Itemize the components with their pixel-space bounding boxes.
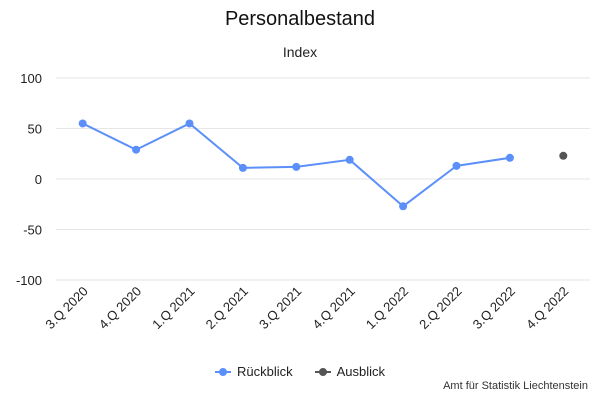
y-tick-label: -100 — [16, 273, 42, 288]
data-point — [559, 151, 568, 160]
chart-title: Personalbestand — [224, 8, 376, 30]
y-tick-label: 0 — [35, 172, 42, 187]
legend-marker-rueckblick — [214, 367, 231, 376]
x-tick-label: 4.Q 2021 — [309, 284, 357, 332]
legend-item-ausblick[interactable]: Ausblick — [314, 364, 386, 379]
x-tick-label: 1.Q 2021 — [149, 284, 197, 332]
legend-item-rueckblick[interactable]: Rückblick — [214, 364, 293, 379]
x-tick-label: 1.Q 2022 — [363, 284, 411, 332]
x-tick-label: 3.Q 2020 — [42, 284, 90, 332]
x-tick-label: 2.Q 2021 — [203, 284, 251, 332]
x-tick-label: 4.Q 2020 — [96, 284, 144, 332]
x-tick-label: 3.Q 2022 — [470, 284, 518, 332]
source-credit: Amt für Statistik Liechtenstein — [443, 380, 588, 392]
legend-label-rueckblick: Rückblick — [236, 364, 293, 379]
x-tick-label: 2.Q 2022 — [416, 284, 464, 332]
data-point — [185, 119, 194, 128]
x-tick-label: 4.Q 2022 — [523, 284, 571, 332]
y-tick-label: -50 — [23, 223, 42, 238]
chart-legend: Rückblick Ausblick — [0, 364, 600, 379]
data-point — [78, 119, 87, 128]
data-point — [452, 161, 461, 170]
x-tick-label: 3.Q 2021 — [256, 284, 304, 332]
y-tick-label: 50 — [28, 122, 42, 137]
chart-subtitle: Index — [282, 44, 318, 60]
data-point — [399, 202, 408, 211]
data-point — [345, 155, 354, 164]
data-point — [292, 162, 301, 171]
y-tick-label: 100 — [20, 71, 42, 86]
legend-label-ausblick: Ausblick — [336, 364, 386, 379]
legend-marker-ausblick — [314, 367, 331, 376]
data-point — [505, 153, 514, 162]
data-point — [238, 163, 247, 172]
data-point — [132, 145, 141, 154]
